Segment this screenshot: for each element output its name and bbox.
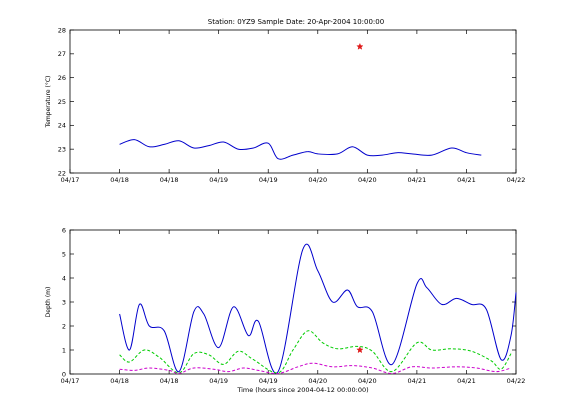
y-axis-label: Depth (m) (45, 287, 52, 318)
x-tick-label: 04/22 (507, 377, 526, 385)
x-tick-label: 04/17 (61, 377, 80, 385)
x-tick-label: 04/21 (408, 377, 427, 385)
series-line-1 (119, 330, 512, 374)
y-tick-label: 24 (58, 122, 66, 130)
x-tick-label: 04/20 (308, 377, 327, 385)
y-tick-label: 26 (58, 74, 66, 82)
x-axis-label: Time (hours since 2004-04-12 00:00:00) (236, 386, 368, 394)
y-tick-label: 1 (62, 346, 66, 354)
y-tick-label: 5 (62, 250, 66, 258)
x-tick-label: 04/18 (110, 176, 129, 184)
series-line-2 (119, 362, 512, 375)
x-tick-label: 04/18 (160, 377, 179, 385)
sample-marker (356, 346, 364, 354)
y-tick-label: 25 (58, 98, 66, 106)
depth-panel: 04/17 04/18 04/18 04/19 04/19 04/20 04/20 04/21… (45, 226, 525, 394)
y-tick-label: 23 (58, 145, 66, 153)
x-tick-label: 04/21 (457, 176, 476, 184)
y-tick-label: 22 (58, 169, 66, 177)
x-tick-label: 04/18 (160, 176, 179, 184)
series-line-0 (119, 139, 482, 160)
x-tick-label: 04/17 (61, 176, 80, 184)
x-tick-label: 04/21 (457, 377, 476, 385)
x-tick-label: 04/18 (110, 377, 129, 385)
y-tick-label: 6 (62, 226, 66, 234)
temperature-panel: 04/17 04/18 04/18 04/19 04/19 04/20 04/20 04/21… (45, 26, 525, 184)
axes-frame (69, 29, 517, 174)
series-line-0 (119, 243, 517, 374)
x-tick-label: 04/19 (209, 176, 228, 184)
x-tick-label: 04/19 (209, 377, 228, 385)
y-tick-label: 27 (58, 50, 66, 58)
x-tick-label: 04/20 (358, 176, 377, 184)
figure-title: Station: 0YZ9 Sample Date: 20-Apr-2004 1… (208, 18, 384, 26)
x-tick-label: 04/19 (259, 176, 278, 184)
x-tick-label: 04/19 (259, 377, 278, 385)
y-tick-label: 3 (62, 298, 66, 306)
y-tick-label: 2 (62, 322, 66, 330)
sample-marker (356, 42, 364, 50)
x-tick-label: 04/22 (507, 176, 526, 184)
x-tick-label: 04/20 (308, 176, 327, 184)
x-tick-label: 04/20 (358, 377, 377, 385)
x-tick-label: 04/21 (408, 176, 427, 184)
y-tick-label: 0 (62, 370, 66, 378)
y-tick-label: 28 (58, 26, 66, 34)
y-axis-label: Temperature (°C) (45, 76, 52, 129)
y-tick-label: 4 (62, 274, 66, 282)
